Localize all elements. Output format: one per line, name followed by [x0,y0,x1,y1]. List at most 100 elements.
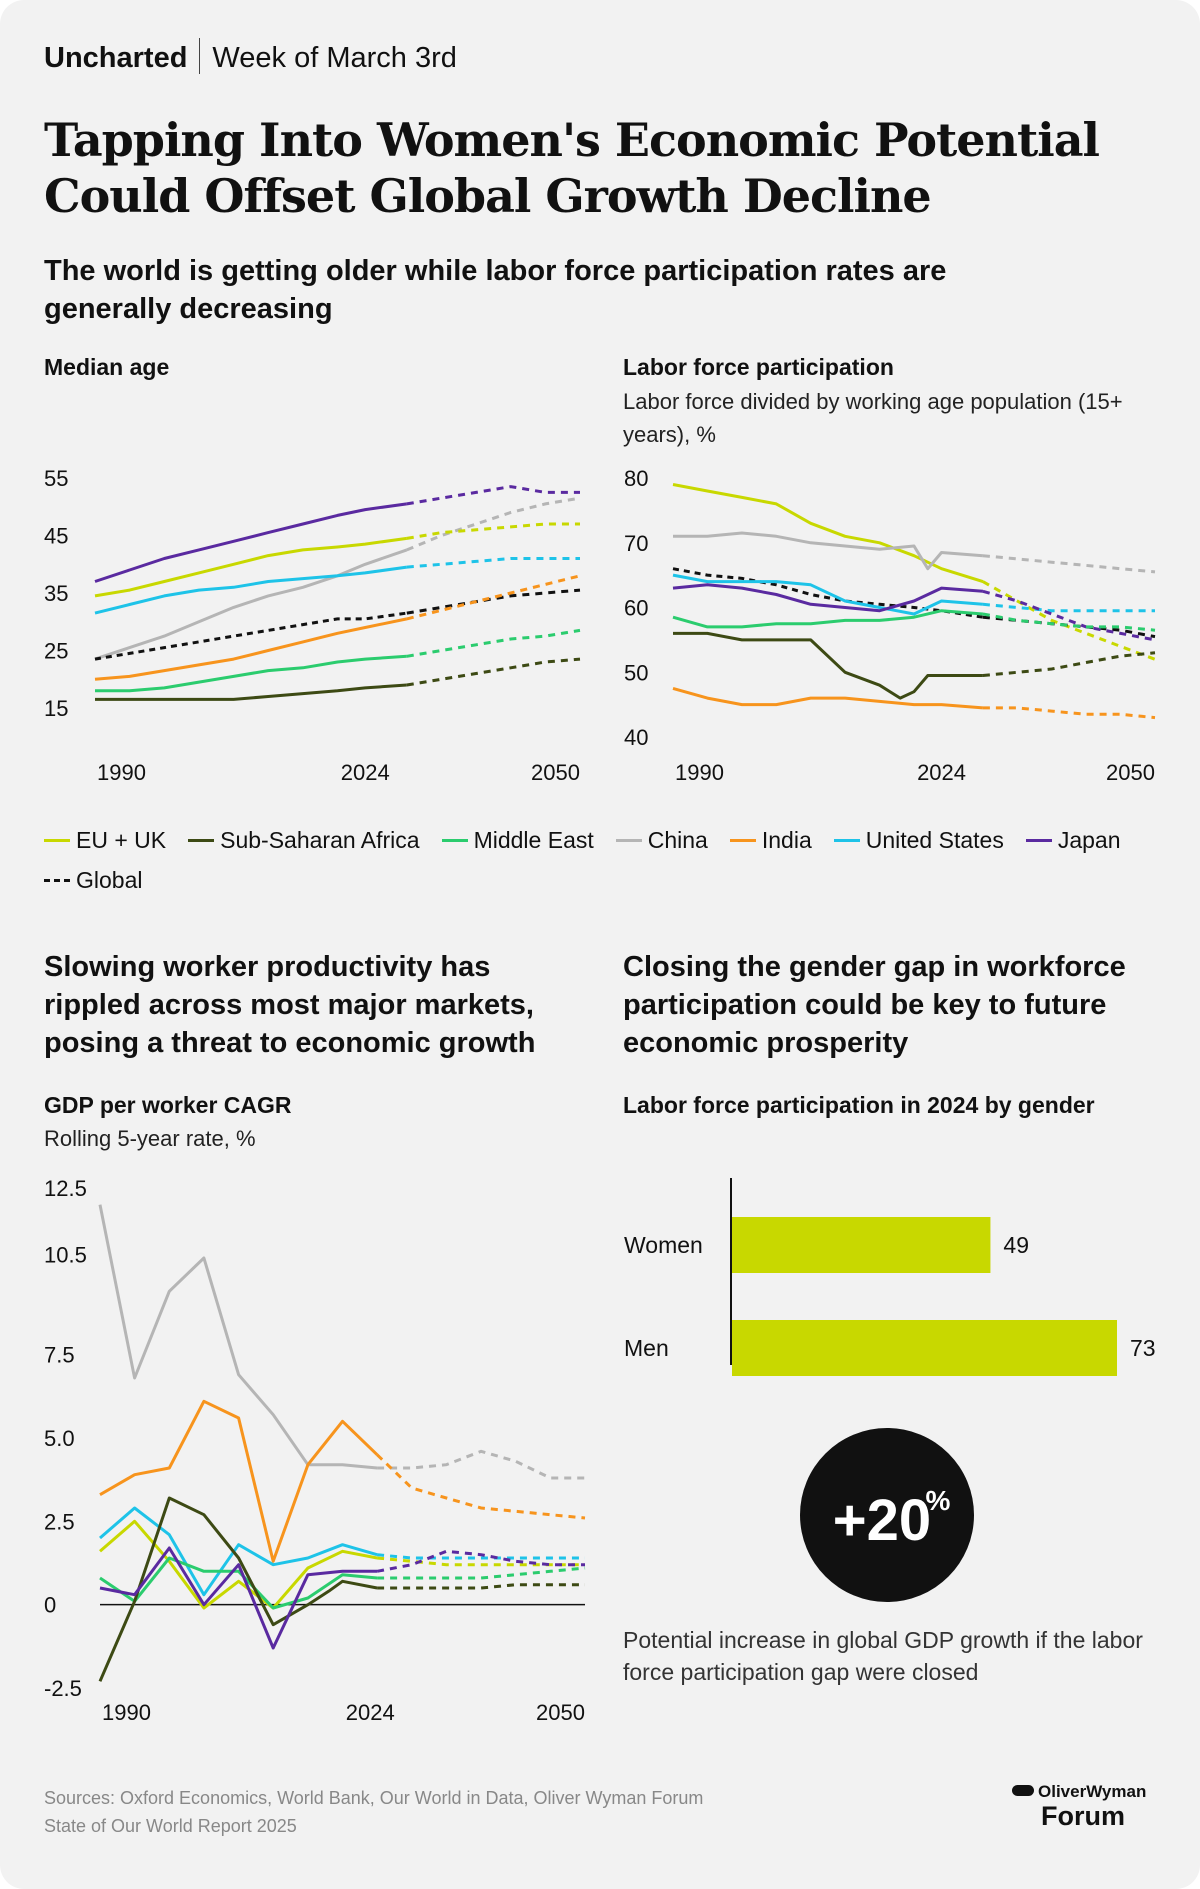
y-tick-label: 40 [624,725,648,750]
y-tick-label: 25 [44,639,68,664]
series-middle-east-actual-line [672,609,984,629]
y-tick-label: 55 [44,466,68,491]
series-global-forecast-line [406,588,581,615]
x-tick-label: 2024 [341,760,390,785]
lfp-title: Labor force participation [623,354,894,380]
section3-subtitle: Closing the gender gap in workforce part… [623,951,1126,1059]
series-united-states-forecast-line [406,557,580,569]
median-age-title: Median age [44,354,170,380]
series-middle-east-forecast-line [377,1566,586,1580]
series-india-actual-line [99,1399,379,1563]
series-japan-forecast-line [982,589,1156,642]
legend-label: India [761,826,812,853]
legend-swatch [615,838,642,842]
y-tick-label: 70 [624,531,648,556]
series-china-forecast-line [377,1449,585,1480]
brand-divider [199,38,201,74]
series-china-forecast-line [982,554,1156,574]
legend-swatch [729,838,756,842]
series-china-actual-line [94,548,408,661]
legend-label: EU + UK [76,826,167,853]
lfp-chart: 40 50 60 70 80 1990 2024 2050 [624,466,1156,785]
x-tick-label: 2050 [1106,760,1155,785]
series-india-forecast-line [376,1453,586,1520]
series-eu-uk-actual-line [99,1519,378,1610]
series-sub-saharan-africa-actual-line [98,1496,378,1682]
legend-swatch [441,838,468,842]
series-sub-saharan-africa-forecast-line [406,657,581,687]
legend-item-japan: Japan [1025,820,1121,860]
legend-label: Middle East [473,826,594,853]
series-middle-east-actual-line [95,654,407,693]
chart-legend: EU + UK Sub-Saharan Africa Middle East Chin… [44,820,1144,900]
bar-men [732,1320,1117,1376]
median-age-chart: 15 25 35 45 55 1990 2024 2050 [44,466,581,785]
y-tick-label: 50 [624,660,648,685]
logo-mark-icon [1012,1785,1034,1796]
series-global-actual-line [94,611,408,661]
page-title: Tapping Into Women's Economic Potential … [44,113,1100,223]
legend-item-china: China [615,820,708,860]
section1-subtitle: The world is getting older while labor f… [44,255,947,325]
legend-label: China [647,826,708,853]
big-stat-value: +20 [833,1488,931,1553]
big-stat-caption: Potential increase in global GDP growth … [623,1627,1143,1685]
logo-line-2: Forum [1041,1801,1125,1831]
y-tick-label: 35 [44,581,68,606]
series-united-states-forecast-line [982,602,1155,613]
brand-header: Uncharted Week of March 3rd [44,38,457,75]
x-tick-label: 2050 [531,760,580,785]
big-stat-circle: +20 % [800,1428,974,1602]
series-japan-actual-line [99,1546,378,1650]
y-tick-label: 60 [624,596,648,621]
legend-item-global: Global [44,860,142,900]
big-stat-unit: % [926,1485,951,1516]
series-eu-uk-forecast-line [376,1556,585,1567]
series-united-states-forecast-line [376,1553,585,1560]
legend-swatch [44,878,70,882]
series-eu-uk-forecast-line [406,522,580,540]
series-china-actual-line [98,1204,378,1470]
series-sub-saharan-africa-forecast-line [982,651,1156,677]
legend-label: Japan [1057,826,1121,853]
oliver-wyman-forum-logo: OliverWyman Forum [1012,1782,1162,1830]
gender-bar-chart: Women 49 Men 73 [624,1178,1156,1376]
x-tick-label: 2024 [346,1700,395,1725]
logo-line-1: OliverWyman [1038,1782,1147,1801]
x-tick-label: 1990 [102,1700,151,1725]
series-united-states-actual-line [672,573,984,616]
gender-bar-title: Labor force participation in 2024 by gen… [623,1092,1095,1118]
y-tick-label: -2.5 [44,1676,82,1701]
series-middle-east-forecast-line [982,612,1156,632]
y-tick-label: 15 [44,696,68,721]
series-india-actual-line [672,686,984,710]
legend-label: United States [865,826,1004,853]
series-sub-saharan-africa-actual-line [673,631,983,700]
y-tick-label: 5.0 [44,1426,75,1451]
y-tick-label: 12.5 [44,1176,87,1201]
x-tick-label: 2024 [917,760,966,785]
series-united-states-actual-line [99,1506,378,1597]
big-stat-disc [800,1428,974,1602]
series-japan-actual-line [672,583,984,613]
week-label: Week of March 3rd [212,42,457,74]
legend-item-sub-saharan-africa: Sub-Saharan Africa [188,820,420,860]
bar-women [732,1217,991,1273]
series-india-actual-line [94,617,408,681]
section2-subtitle: Slowing worker productivity has rippled … [44,951,536,1059]
series-eu-uk-forecast-line [982,580,1156,661]
series-middle-east-actual-line [99,1556,378,1610]
legend-label: Sub-Saharan Africa [220,826,420,853]
legend-item-eu-uk: EU + UK [44,820,166,860]
series-sub-saharan-africa-forecast-line [377,1583,585,1590]
bar-category-label: Women [624,1232,703,1258]
y-tick-label: 45 [44,524,68,549]
legend-swatch [1025,838,1052,842]
bar-category-label: Men [624,1335,669,1361]
y-tick-label: 7.5 [44,1343,75,1368]
legend-item-india: India [729,820,812,860]
series-japan-forecast-line [406,485,580,506]
x-tick-label: 2050 [536,1700,585,1725]
series-india-forecast-line [982,706,1156,720]
series-china-forecast-line [406,496,581,552]
